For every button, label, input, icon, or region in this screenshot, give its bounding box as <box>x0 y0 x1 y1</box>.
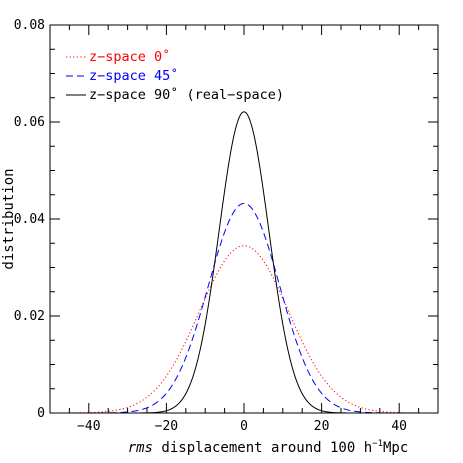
y-axis: 0 0.02 0.04 0.06 0.08 <box>14 18 438 421</box>
x-axis-label-unit: Mpc <box>383 440 408 456</box>
legend: z−space 0˚ z−space 45˚ z−space 90˚ (real−s… <box>66 48 284 103</box>
series-line-1 <box>65 202 423 414</box>
legend-label-2: z−space 90˚ (real−space) <box>89 86 284 103</box>
x-axis-label-main: displacement around 100 h <box>153 440 372 456</box>
plot-area <box>65 111 423 414</box>
x-axis: −40 −20 0 20 40 <box>49 25 439 434</box>
legend-label-0: z−space 0˚ <box>89 48 170 65</box>
y-tick-label: 0.06 <box>14 115 45 130</box>
x-axis-label: rms displacement around 100 h−1Mpc <box>128 439 409 456</box>
y-tick-label: 0.02 <box>14 309 45 324</box>
series-line-2 <box>65 111 423 414</box>
series-line-0 <box>65 245 423 414</box>
x-tick-label: 40 <box>391 419 407 434</box>
x-axis-label-italic: rms <box>128 440 153 456</box>
x-axis-label-sup: −1 <box>372 439 383 449</box>
x-tick-label: 0 <box>240 419 248 434</box>
x-tick-label: −20 <box>155 419 178 434</box>
x-tick-label: 20 <box>314 419 330 434</box>
x-tick-label: −40 <box>77 419 100 434</box>
y-axis-label: distribution <box>1 168 17 269</box>
y-tick-label: 0.08 <box>14 18 45 33</box>
legend-label-1: z−space 45˚ <box>89 67 178 84</box>
y-tick-label: 0.04 <box>14 212 45 227</box>
y-tick-label: 0 <box>37 406 45 421</box>
